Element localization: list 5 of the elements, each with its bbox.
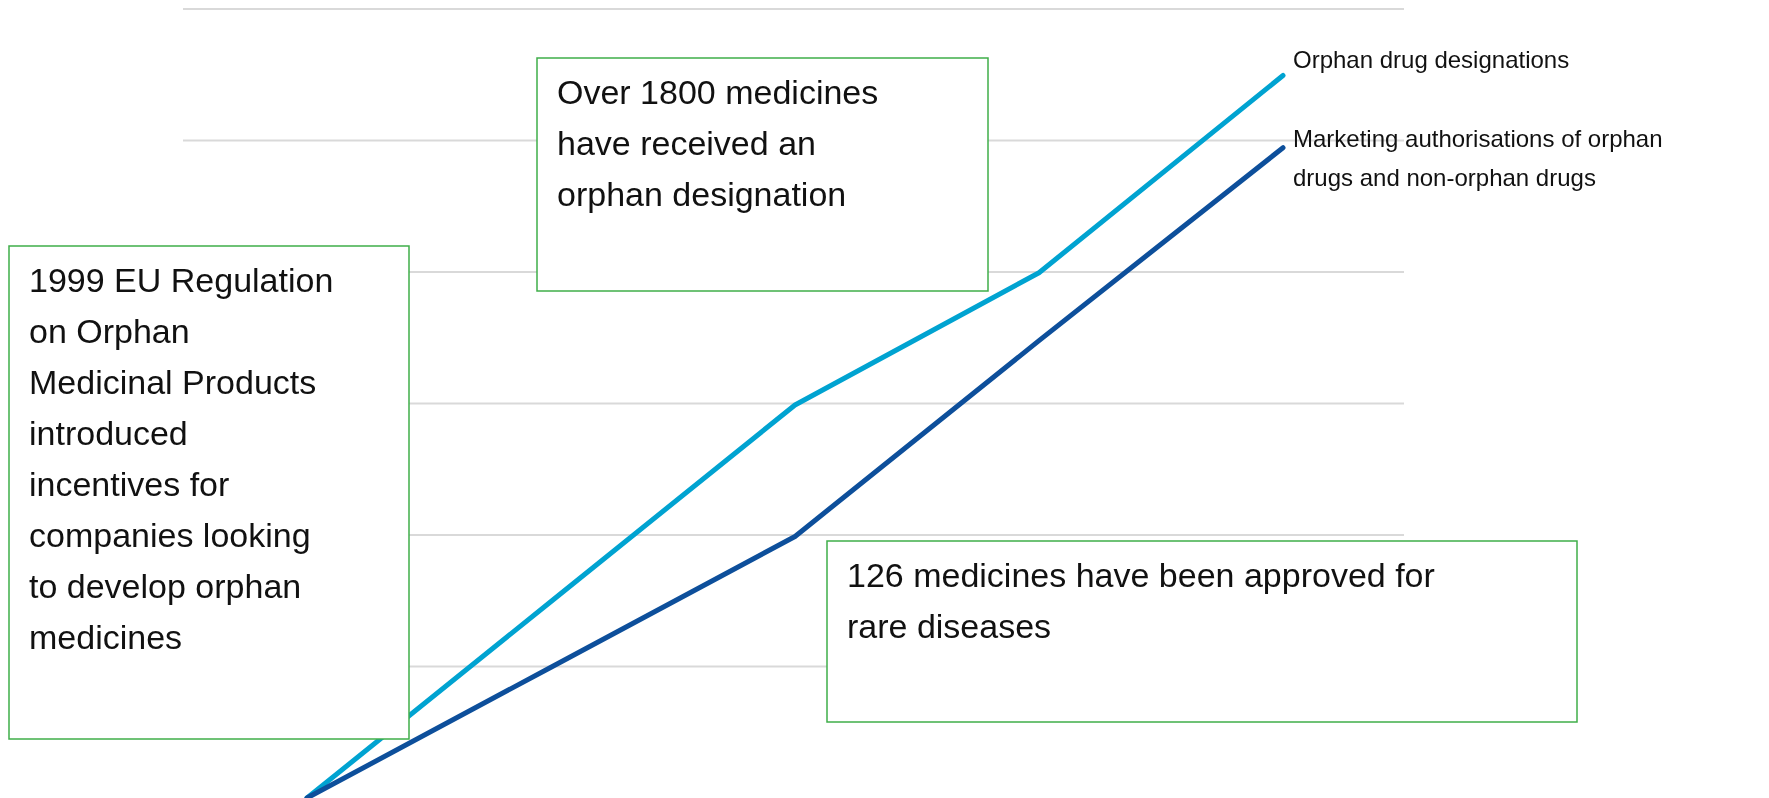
series-label: Marketing authorisations of orphan drugs and non-orphan drugs (1293, 125, 1663, 191)
annotation: 1999 EU Regulation on Orphan Medicinal Products introduced incentives for companies looking to develop orphan medicines (29, 261, 334, 656)
series-label: Orphan drug designations (1293, 46, 1570, 73)
annotation: 126 medicines have been approved for rare diseases (847, 556, 1435, 645)
annotation: Over 1800 medicines have received an orphan designation (557, 73, 879, 213)
